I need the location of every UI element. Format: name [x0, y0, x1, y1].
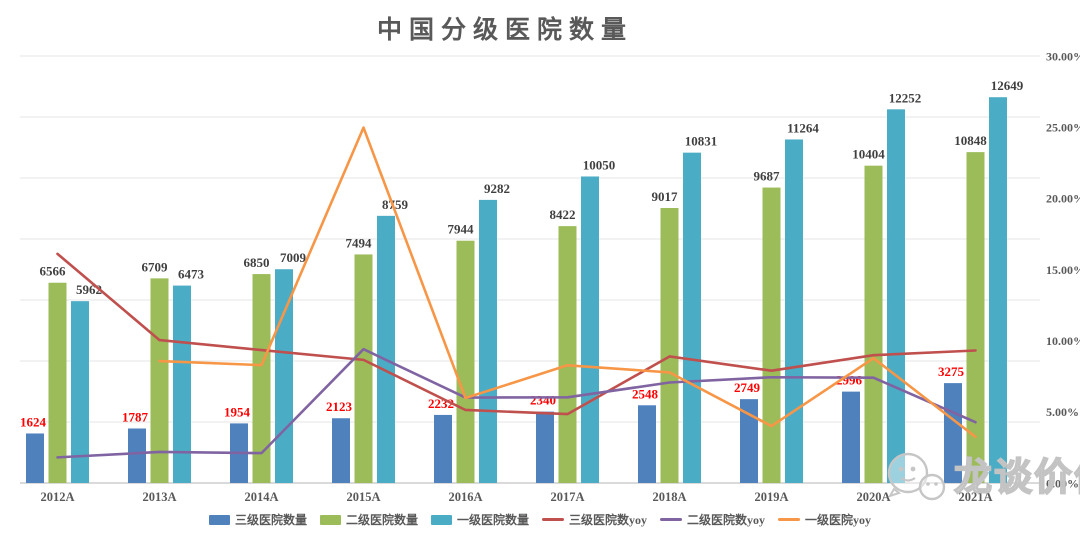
bar-一级医院数量-2015A	[377, 215, 395, 483]
bar-label: 6473	[178, 267, 205, 282]
bar-label: 9282	[484, 181, 510, 196]
x-axis-label-2019A: 2019A	[754, 490, 788, 504]
bar-label: 2340	[530, 393, 556, 408]
bar-label: 12252	[889, 90, 922, 105]
bar-label: 3275	[938, 364, 965, 379]
bar-label: 11264	[787, 120, 819, 135]
right-axis-label: 30.00%	[1046, 49, 1080, 63]
bar-label: 6709	[142, 259, 169, 274]
bar-label: 10831	[685, 134, 718, 149]
bar-三级医院数量-2021A	[944, 383, 962, 483]
x-axis-label-2020A: 2020A	[856, 490, 890, 504]
legend-line-swatch	[778, 518, 801, 521]
bar-label: 6850	[244, 255, 270, 270]
legend-label: 一级医院yoy	[805, 513, 872, 527]
legend-bar-swatch	[208, 514, 230, 525]
legend-label: 一级医院数量	[456, 513, 529, 527]
bar-二级医院数量-2015A	[354, 254, 373, 483]
x-axis-label-2013A: 2013A	[142, 490, 176, 504]
legend-item-三级医院数yoy: 三级医院数yoy	[542, 511, 647, 528]
line-三级医院数yoy	[56, 252, 977, 416]
bar-三级医院数量-2017A	[536, 411, 554, 483]
right-axis-label: 10.00%	[1046, 334, 1080, 348]
bar-三级医院数量-2019A	[740, 399, 758, 483]
bar-二级医院数量-2020A	[864, 165, 883, 484]
bar-label: 1787	[122, 409, 149, 424]
line-一级医院yoy	[158, 126, 977, 439]
bar-二级医院数量-2014A	[252, 274, 271, 483]
x-axis-label-2016A: 2016A	[448, 490, 482, 504]
bar-三级医院数量-2013A	[128, 428, 146, 483]
bar-一级医院数量-2019A	[785, 139, 803, 483]
bar-一级医院数量-2013A	[173, 285, 191, 483]
bar-label: 2123	[326, 399, 353, 414]
legend-bar-swatch	[430, 514, 452, 525]
bar-一级医院数量-2018A	[683, 152, 701, 484]
bar-一级医院数量-2020A	[887, 109, 905, 484]
line-二级医院数yoy	[56, 347, 977, 459]
x-axis-label-2018A: 2018A	[652, 490, 686, 504]
legend-label: 三级医院数yoy	[569, 513, 648, 527]
bar-三级医院数量-2016A	[434, 414, 452, 483]
bar-label: 2548	[632, 386, 659, 401]
legend-item-三级医院数量: 三级医院数量	[208, 511, 307, 528]
bar-一级医院数量-2012A	[71, 301, 89, 483]
right-axis-label: 0.00%	[1046, 476, 1079, 490]
legend-bar-swatch	[319, 514, 341, 525]
bar-label: 7009	[280, 250, 307, 265]
right-axis-label: 25.00%	[1046, 120, 1080, 134]
legend-label: 二级医院数量	[345, 513, 418, 527]
bar-label: 8422	[550, 207, 576, 222]
bar-一级医院数量-2021A	[989, 97, 1007, 483]
bar-label: 7944	[448, 222, 475, 237]
bar-二级医院数量-2012A	[48, 282, 67, 483]
bar-label: 12649	[991, 78, 1024, 93]
legend-line-swatch	[660, 518, 683, 521]
legend-item-二级医院数量: 二级医院数量	[319, 511, 418, 528]
bar-二级医院数量-2017A	[558, 226, 577, 483]
right-axis-label: 15.00%	[1046, 263, 1080, 277]
bar-一级医院数量-2016A	[479, 199, 497, 484]
bar-label: 10050	[583, 157, 616, 172]
bar-二级医院数量-2013A	[150, 278, 169, 483]
legend-label: 三级医院数量	[234, 513, 307, 527]
bar-label: 7494	[346, 235, 373, 250]
x-axis-label-2014A: 2014A	[244, 490, 278, 504]
x-axis-label-2017A: 2017A	[550, 490, 584, 504]
bar-label: 9687	[754, 169, 781, 184]
bar-二级医院数量-2021A	[966, 152, 985, 484]
bar-一级医院数量-2017A	[581, 176, 599, 483]
bar-三级医院数量-2020A	[842, 391, 860, 483]
bar-三级医院数量-2012A	[26, 433, 44, 483]
bar-二级医院数量-2016A	[456, 240, 475, 483]
bar-label: 9017	[652, 189, 679, 204]
legend-line-swatch	[542, 518, 564, 521]
bar-label: 10404	[852, 147, 885, 162]
chart-title: 中国分级医院数量	[376, 17, 633, 44]
legend-item-一级医院yoy: 一级医院yoy	[778, 511, 871, 528]
x-axis-label-2021A: 2021A	[958, 490, 992, 504]
right-axis-label: 5.00%	[1046, 405, 1079, 419]
legend-item-一级医院数量: 一级医院数量	[430, 511, 529, 528]
bar-二级医院数量-2019A	[762, 187, 781, 483]
legend: 三级医院数量 二级医院数量 一级医院数量 三级医院数yoy 二级医院数yoy 一级医院yo…	[0, 511, 1080, 528]
bar-label: 1954	[224, 404, 251, 419]
right-axis-label: 20.00%	[1046, 192, 1080, 206]
bar-label: 8759	[382, 197, 409, 212]
bar-三级医院数量-2018A	[638, 405, 656, 483]
legend-label: 二级医院数yoy	[687, 513, 766, 527]
bar-二级医院数量-2018A	[660, 207, 679, 483]
legend-item-二级医院数yoy: 二级医院数yoy	[660, 511, 765, 528]
x-axis-label-2015A: 2015A	[346, 490, 380, 504]
bar-label: 6566	[40, 264, 67, 279]
bar-label: 2749	[734, 380, 761, 395]
bar-label: 10848	[954, 133, 987, 148]
bar-三级医院数量-2015A	[332, 418, 350, 483]
bar-label: 2232	[428, 396, 454, 411]
bar-label: 1624	[20, 414, 47, 429]
x-axis-label-2012A: 2012A	[40, 490, 74, 504]
